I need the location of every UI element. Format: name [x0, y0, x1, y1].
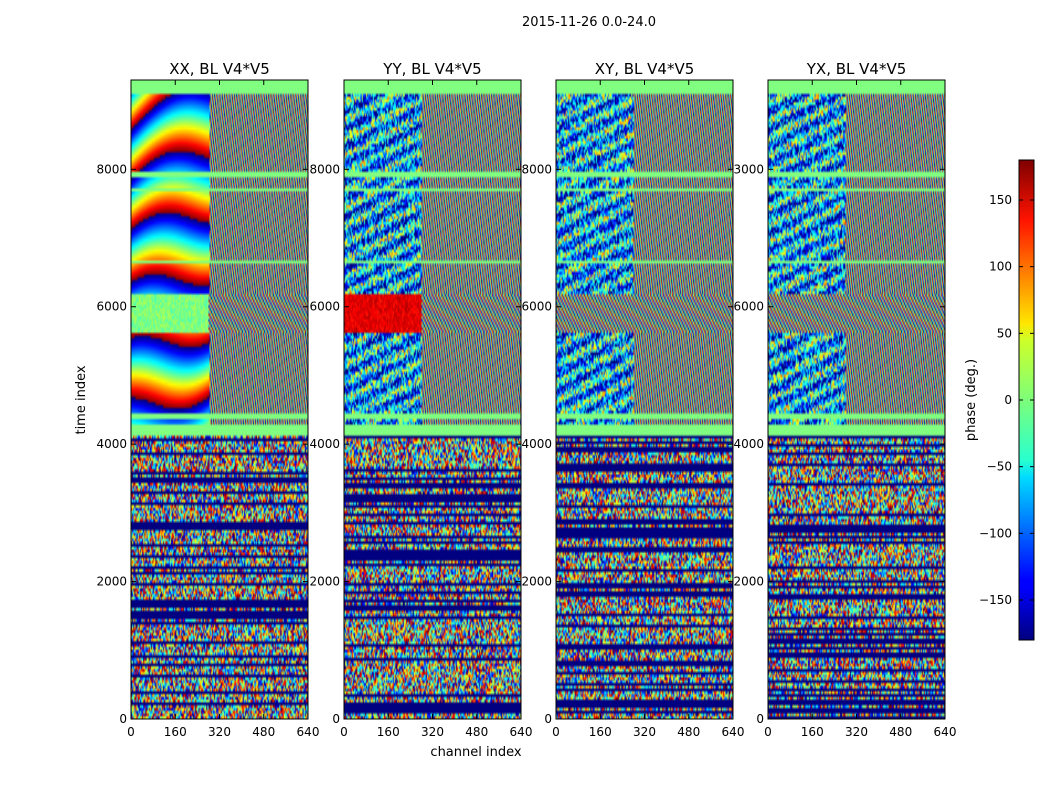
colorbar-tick-label: −100	[979, 526, 1012, 540]
panel-3-xtick-label: 320	[633, 725, 656, 739]
colorbar-tick-label: 150	[989, 193, 1012, 207]
panel-4: YX, BL V4*V5 0 160 320 480 640 0 2000 4000 6000 30…	[733, 60, 956, 739]
panel-3-xtick-label: 480	[677, 725, 700, 739]
panel-1-xtick-label: 160	[164, 725, 187, 739]
colorbar-label: phase (deg.)	[964, 359, 979, 441]
panel-4-xtick-label: 0	[764, 725, 772, 739]
panel-3-ytick-label: 2000	[521, 575, 552, 589]
panel-2-ytick-label: 2000	[309, 575, 340, 589]
panel-3-ytick-label: 0	[544, 712, 552, 726]
panel-2-xtick-label: 320	[421, 725, 444, 739]
figure-suptitle: 2015-11-26 0.0-24.0	[522, 15, 656, 30]
panel-3-title: XY, BL V4*V5	[595, 60, 695, 78]
panel-2-ytick-label: 8000	[309, 162, 340, 176]
colorbar-tick-label: −50	[987, 460, 1012, 474]
panel-1-xtick-label: 480	[252, 725, 275, 739]
panel-1-xtick-label: 320	[208, 725, 231, 739]
panel-2-ytick-label: 0	[332, 712, 340, 726]
panel-1-ytick-label: 0	[119, 712, 127, 726]
panels: XX, BL V4*V5 0 160 320 480 640 0 2000 4000 6000 80…	[96, 60, 956, 739]
panel-4-ytick-label: 6000	[733, 300, 764, 314]
panel-1-ytick-label: 4000	[96, 437, 127, 451]
colorbar-tick-label: 0	[1004, 393, 1012, 407]
panel-4-ytick-label: 0	[756, 712, 764, 726]
y-axis-label: time index	[74, 365, 89, 434]
panel-3: XY, BL V4*V5 0 160 320 480 640 0 2000 4000 6000 80…	[521, 60, 744, 739]
panel-4-xtick-label: 160	[801, 725, 824, 739]
panel-4-xtick-label: 640	[934, 725, 957, 739]
panel-4-title: YX, BL V4*V5	[806, 60, 907, 78]
panel-2-xtick-label: 160	[377, 725, 400, 739]
panel-1-xtick-label: 640	[297, 725, 320, 739]
panel-1-title: XX, BL V4*V5	[169, 60, 270, 78]
panel-1-ytick-label: 8000	[96, 162, 127, 176]
panel-2-ytick-label: 4000	[309, 437, 340, 451]
panel-1-xtick-label: 0	[127, 725, 135, 739]
panel-1-heatmap	[131, 80, 308, 719]
panel-3-ytick-label: 8000	[521, 162, 552, 176]
panel-4-heatmap	[768, 80, 945, 719]
panel-3-xtick-label: 0	[552, 725, 560, 739]
colorbar: −150 −100 −50 0 50 100 150 phase (deg.)	[964, 159, 1035, 641]
panel-4-ytick-label: 4000	[733, 437, 764, 451]
panel-2-heatmap	[344, 80, 521, 719]
panel-4-xtick-label: 320	[845, 725, 868, 739]
panel-3-ytick-label: 6000	[521, 300, 552, 314]
x-axis-label: channel index	[430, 745, 521, 760]
panel-2-xtick-label: 480	[465, 725, 488, 739]
panel-3-xtick-label: 640	[722, 725, 745, 739]
panel-2-xtick-label: 0	[340, 725, 348, 739]
panel-1: XX, BL V4*V5 0 160 320 480 640 0 2000 4000 6000 80…	[96, 60, 319, 739]
colorbar-tick-label: −150	[979, 593, 1012, 607]
panel-4-ytick-label: 3000	[733, 162, 764, 176]
panel-1-ytick-label: 6000	[96, 300, 127, 314]
panel-1-ytick-label: 2000	[96, 575, 127, 589]
panel-4-xtick-label: 480	[889, 725, 912, 739]
panel-2: YY, BL V4*V5 0 160 320 480 640 0 2000 4000 6000 80…	[309, 60, 532, 739]
panel-2-xtick-label: 640	[510, 725, 533, 739]
colorbar-tick-label: 50	[997, 326, 1012, 340]
panel-3-xtick-label: 160	[589, 725, 612, 739]
colorbar-tick-label: 100	[989, 260, 1012, 274]
panel-2-ytick-label: 6000	[309, 300, 340, 314]
panel-3-ytick-label: 4000	[521, 437, 552, 451]
panel-2-title: YY, BL V4*V5	[382, 60, 481, 78]
panel-4-ytick-label: 2000	[733, 575, 764, 589]
panel-3-heatmap	[556, 80, 733, 719]
